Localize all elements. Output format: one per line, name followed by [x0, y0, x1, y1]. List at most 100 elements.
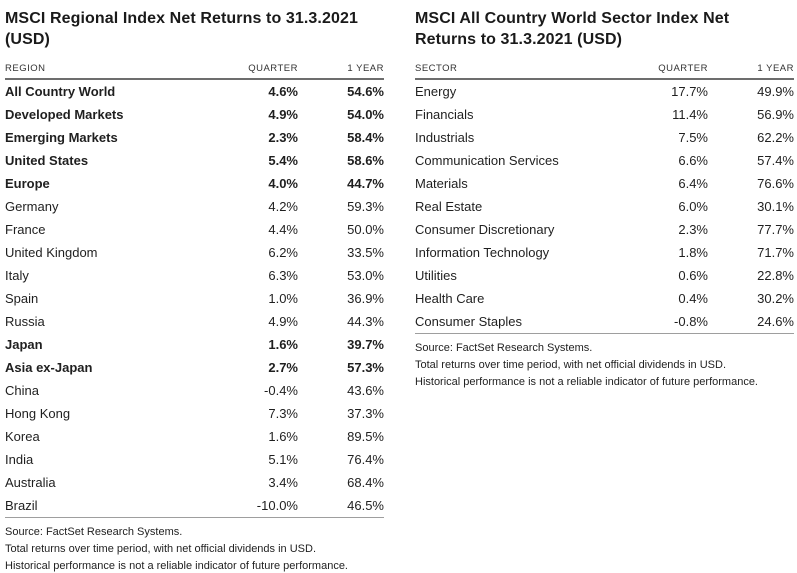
row-label: Health Care [415, 291, 485, 307]
row-label: Spain [5, 291, 39, 307]
row-1year-value: 54.6% [347, 84, 384, 100]
table-row: Japan 1.6% 39.7% [5, 333, 384, 356]
row-label: France [5, 222, 46, 238]
table-row: Spain 1.0% 36.9% [5, 287, 384, 310]
table-row: Communication Services 6.6% 57.4% [415, 149, 794, 172]
row-label: Real Estate [415, 199, 483, 215]
row-1year-value: 68.4% [347, 475, 384, 491]
row-quarter-value: 4.9% [268, 107, 298, 123]
row-quarter-value: 6.0% [678, 199, 708, 215]
sector-table-header-row: SECTOR QUARTER 1 YEAR [415, 63, 794, 81]
table-row: Consumer Staples -0.8% 24.6% [415, 310, 794, 333]
row-1year-value: 43.6% [347, 383, 384, 399]
table-row: China -0.4% 43.6% [5, 379, 384, 402]
row-label: Asia ex-Japan [5, 360, 93, 376]
sector-table-rows: Energy 17.7% 49.9% Financials 11.4% 56.9% Indu… [415, 80, 794, 335]
row-quarter-value: 17.7% [671, 84, 708, 100]
row-quarter-value: 6.3% [268, 268, 298, 284]
row-1year-value: 30.1% [757, 199, 794, 215]
row-label: Russia [5, 314, 45, 330]
row-quarter-value: 4.4% [268, 222, 298, 238]
row-label: Communication Services [415, 153, 559, 169]
table-row: Brazil -10.0% 46.5% [5, 494, 384, 517]
row-1year-value: 71.7% [757, 245, 794, 261]
row-1year-value: 77.7% [757, 222, 794, 238]
sector-title-line-2: Returns to 31.3.2021 (USD) [415, 31, 623, 49]
regional-table-title: MSCI Regional Index Net Returns to 31.3.… [5, 8, 384, 50]
footnote-returns: Total returns over time period, with net… [415, 359, 726, 372]
row-1year-value: 57.3% [347, 360, 384, 376]
row-quarter-value: -10.0% [256, 498, 298, 514]
table-row: United States 5.4% 58.6% [5, 149, 384, 172]
row-quarter-value: 2.3% [268, 130, 298, 146]
row-label: Europe [5, 176, 50, 192]
row-1year-value: 58.6% [347, 153, 384, 169]
row-1year-value: 57.4% [757, 153, 794, 169]
row-1year-value: 44.3% [347, 314, 384, 330]
regional-title-line-2: (USD) [5, 31, 50, 49]
row-label: Australia [5, 475, 56, 491]
row-1year-value: 39.7% [347, 337, 384, 353]
table-row: Industrials 7.5% 62.2% [415, 126, 794, 149]
table-row: Italy 6.3% 53.0% [5, 264, 384, 287]
table-row: India 5.1% 76.4% [5, 448, 384, 471]
table-row: Consumer Discretionary 2.3% 77.7% [415, 218, 794, 241]
regional-title-line-1: MSCI Regional Index Net Returns to 31.3.… [5, 10, 358, 27]
table-row: Germany 4.2% 59.3% [5, 195, 384, 218]
row-1year-value: 62.2% [757, 130, 794, 146]
row-quarter-value: 3.4% [268, 475, 298, 491]
sector-title-line-1: MSCI All Country World Sector Index Net [415, 10, 730, 27]
table-row: Real Estate 6.0% 30.1% [415, 195, 794, 218]
row-quarter-value: 0.6% [678, 268, 708, 284]
table-row: Energy 17.7% 49.9% [415, 80, 794, 103]
row-quarter-value: 7.5% [678, 130, 708, 146]
row-1year-value: 56.9% [757, 107, 794, 123]
table-row: Emerging Markets 2.3% 58.4% [5, 126, 384, 149]
row-label: Germany [5, 199, 59, 215]
row-quarter-value: 6.4% [678, 176, 708, 192]
row-1year-value: 58.4% [347, 130, 384, 146]
table-row: United Kingdom 6.2% 33.5% [5, 241, 384, 264]
row-1year-value: 50.0% [347, 222, 384, 238]
row-quarter-value: -0.8% [674, 314, 708, 330]
row-label: Information Technology [415, 245, 550, 261]
row-label: Korea [5, 429, 40, 445]
footnote-source: Source: FactSet Research Systems. [5, 526, 183, 539]
row-quarter-value: 2.3% [678, 222, 708, 238]
column-header-1year: 1 YEAR [347, 63, 384, 75]
row-quarter-value: 6.2% [268, 245, 298, 261]
footnote-returns: Total returns over time period, with net… [5, 543, 316, 556]
row-label: Hong Kong [5, 406, 71, 422]
row-1year-value: 53.0% [347, 268, 384, 284]
row-1year-value: 54.0% [347, 107, 384, 123]
table-row: Information Technology 1.8% 71.7% [415, 241, 794, 264]
row-1year-value: 22.8% [757, 268, 794, 284]
table-row: Materials 6.4% 76.6% [415, 172, 794, 195]
table-row: Health Care 0.4% 30.2% [415, 287, 794, 310]
row-quarter-value: -0.4% [264, 383, 298, 399]
column-header-1year: 1 YEAR [757, 63, 794, 75]
row-quarter-value: 1.0% [268, 291, 298, 307]
regional-table-rows: All Country World 4.6% 54.6% Developed Mark… [5, 80, 384, 519]
row-quarter-value: 2.7% [268, 360, 298, 376]
table-row: Asia ex-Japan 2.7% 57.3% [5, 356, 384, 379]
row-1year-value: 33.5% [347, 245, 384, 261]
row-quarter-value: 0.4% [678, 291, 708, 307]
row-1year-value: 46.5% [347, 498, 384, 514]
row-quarter-value: 4.2% [268, 199, 298, 215]
table-row: Australia 3.4% 68.4% [5, 471, 384, 494]
row-label: India [5, 452, 34, 468]
row-label: China [5, 383, 39, 399]
row-quarter-value: 1.6% [268, 429, 298, 445]
row-label: Consumer Staples [415, 314, 522, 330]
row-label: Brazil [5, 498, 38, 514]
row-label: United States [5, 153, 89, 169]
row-label: United Kingdom [5, 245, 98, 261]
column-header-quarter: QUARTER [248, 63, 298, 75]
row-label: Consumer Discretionary [415, 222, 555, 238]
row-label: Italy [5, 268, 29, 284]
row-1year-value: 49.9% [757, 84, 794, 100]
row-quarter-value: 1.8% [678, 245, 708, 261]
table-row: All Country World 4.6% 54.6% [5, 80, 384, 103]
